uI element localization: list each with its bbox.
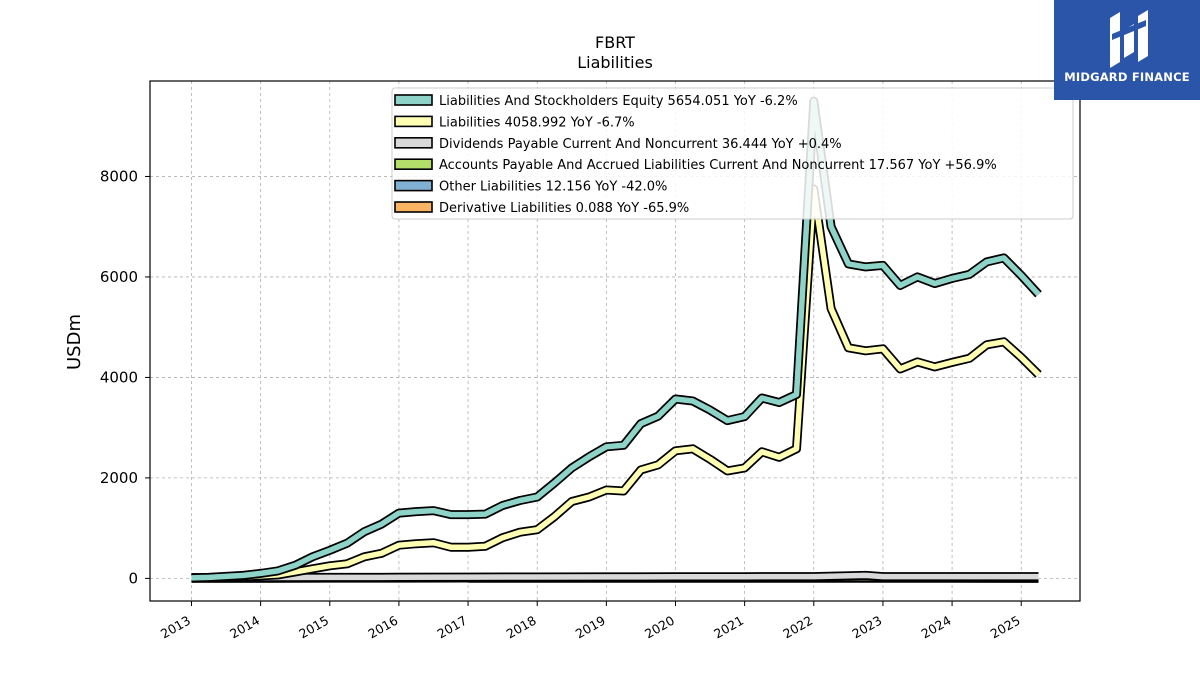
legend: Liabilities And Stockholders Equity 5654… [391,87,1074,220]
legend-item: Derivative Liabilities 0.088 YoY -65.9% [394,201,689,216]
x-tick-label: 2019 [573,613,608,642]
legend-item: Accounts Payable And Accrued Liabilities… [394,158,997,173]
x-tick-label: 2023 [849,613,884,642]
y-tick-label: 0 [128,569,138,587]
y-tick-label: 4000 [100,368,138,386]
series-line [191,572,1039,581]
x-tick-label: 2017 [435,613,470,642]
y-tick-label: 6000 [100,268,138,286]
brand-mark-icon [1110,10,1148,68]
chart-subtitle: Liabilities [577,53,653,72]
legend-swatch [394,158,433,170]
legend-label: Liabilities And Stockholders Equity 5654… [439,94,798,109]
x-tick-label: 2013 [158,613,193,642]
x-tick-label: 2025 [988,613,1023,642]
y-axis-label: USDm [64,314,85,370]
legend-swatch [394,94,433,106]
series-outline [191,184,1042,583]
series-dividends-payable-current-and-noncurrent [191,570,1039,583]
x-axis: 2013 2014 2015 2016 2017 2018 2019 2020 2021 2022… [158,601,1023,642]
legend-label: Derivative Liabilities 0.088 YoY -65.9% [439,201,689,216]
legend-item: Liabilities And Stockholders Equity 5654… [394,94,798,109]
x-tick-label: 2014 [227,613,262,642]
chart-title: FBRT [595,33,635,52]
series-layer [191,96,1042,583]
legend-label: Dividends Payable Current And Noncurrent… [439,137,842,152]
x-tick-label: 2024 [919,613,954,642]
plot-frame [149,80,1081,602]
series-line [191,186,1041,581]
legend-swatch [394,115,433,128]
x-tick-label: 2016 [365,613,400,642]
legend-label: Other Liabilities 12.156 YoY -42.0% [439,180,667,195]
x-tick-label: 2021 [711,613,746,642]
brand-name: MIDGARD FINANCE [1064,70,1190,84]
x-tick-label: 2015 [296,613,331,642]
legend-item: Liabilities 4058.992 YoY -6.7% [394,115,635,130]
x-tick-label: 2020 [642,613,677,642]
y-axis: 0 2000 4000 6000 8000 [100,167,150,587]
series-liabilities-and-stockholders-equity [191,96,1042,583]
legend-item: Other Liabilities 12.156 YoY -42.0% [394,179,667,195]
legend-label: Accounts Payable And Accrued Liabilities… [439,158,997,173]
legend-box [391,87,1074,220]
legend-item: Dividends Payable Current And Noncurrent… [394,137,842,152]
legend-swatch [394,201,433,213]
series-line [191,98,1041,581]
x-tick-label: 2018 [504,613,539,642]
x-tick-label: 2022 [780,613,815,642]
y-tick-label: 8000 [100,167,138,185]
series-liabilities [191,184,1042,583]
y-tick-label: 2000 [100,469,138,487]
legend-label: Liabilities 4058.992 YoY -6.7% [439,115,635,130]
legend-swatch [394,137,433,149]
brand-logo: MIDGARD FINANCE [1054,0,1200,100]
legend-swatch [394,179,433,192]
